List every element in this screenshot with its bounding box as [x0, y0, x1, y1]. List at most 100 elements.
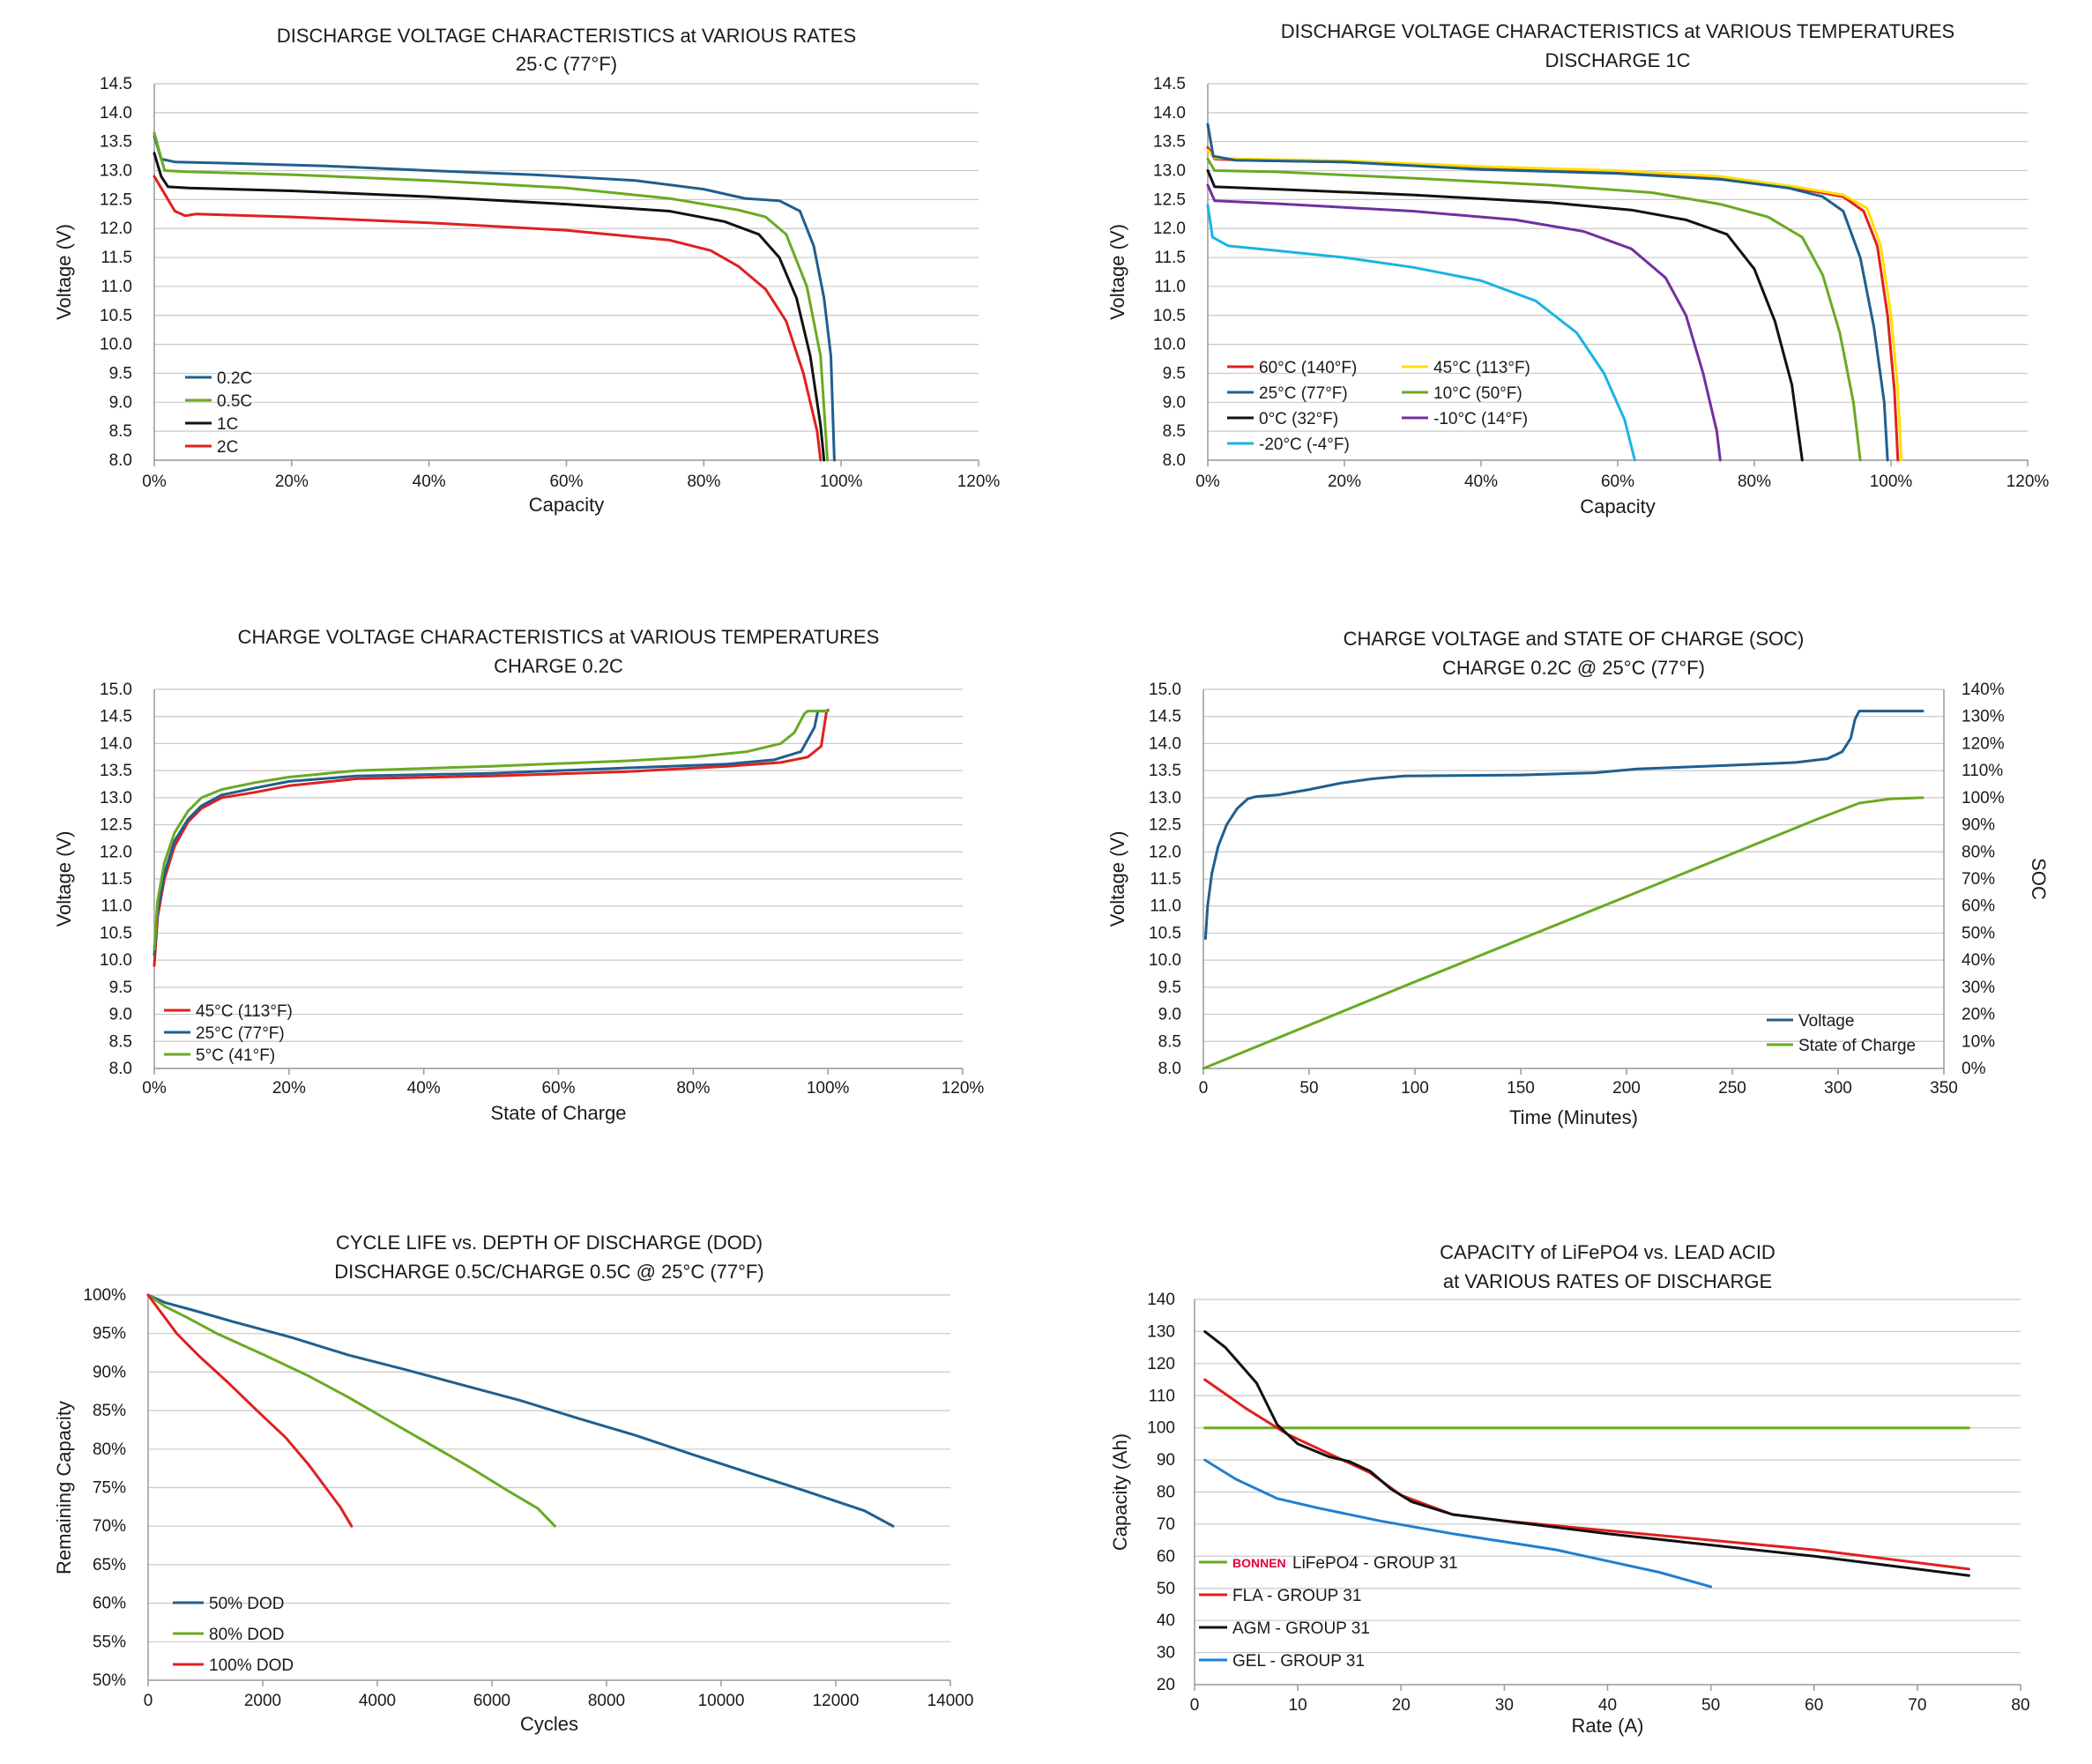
chart-charge-temperatures: CHARGE VOLTAGE CHARACTERISTICS at VARIOU… [53, 626, 984, 1124]
chart-title-line-1: CHARGE VOLTAGE CHARACTERISTICS at VARIOU… [238, 626, 880, 648]
y-tick-label: 13.5 [1149, 762, 1181, 780]
legend-label-50-dod: 50% DOD [209, 1595, 285, 1613]
y-tick-label: 8.0 [109, 451, 132, 470]
y-tick-label: 8.5 [109, 1032, 132, 1051]
y-axis-label: Voltage (V) [1106, 831, 1128, 927]
series-line-gel-group-31 [1203, 1458, 1713, 1589]
y-tick-label: 11.0 [1150, 897, 1181, 916]
y-tick-label: 14.0 [1153, 104, 1186, 123]
x-tick-label: 80 [2011, 1696, 2029, 1715]
y-tick-label: 8.5 [1163, 422, 1186, 441]
x-tick-label: 100% [820, 473, 863, 491]
chart-title-line-1: CAPACITY of LiFePO4 vs. LEAD ACID [1440, 1241, 1776, 1263]
y2-tick-label: 60% [1962, 897, 1995, 916]
legend-label-gel-group-31: GEL - GROUP 31 [1232, 1652, 1365, 1671]
x-tick-label: 60% [541, 1079, 575, 1098]
series-line-0-5c [153, 131, 830, 462]
y2-tick-label: 80% [1962, 843, 1995, 861]
y2-tick-label: 10% [1962, 1032, 1995, 1051]
chart-title-line-2: at VARIOUS RATES OF DISCHARGE [1443, 1270, 1772, 1292]
series-line-voltage [1203, 710, 1924, 941]
x-tick-label: 40% [1464, 473, 1498, 491]
legend-label-0-2c: 0.2C [217, 369, 252, 388]
legend-label-45-c-113-f: 45°C (113°F) [196, 1002, 293, 1021]
y-tick-label: 14.5 [1149, 708, 1181, 726]
y-axis-label: Capacity (Ah) [1109, 1433, 1131, 1551]
x-tick-label: 10 [1289, 1696, 1307, 1715]
y-tick-label: 10.5 [1149, 924, 1181, 942]
y-tick-label: 55% [93, 1633, 126, 1651]
series-line-fla-group-31 [1203, 1378, 1970, 1571]
y-tick-label: 8.0 [1158, 1060, 1181, 1078]
x-tick-label: 200 [1612, 1079, 1641, 1098]
legend-label-10-c-50-f: 10°C (50°F) [1433, 384, 1522, 403]
x-axis-label: State of Charge [490, 1102, 626, 1124]
series-line-45-c-113-f [153, 708, 830, 967]
x-tick-label: 6000 [473, 1692, 510, 1710]
legend-brand-logo: BONNEN [1232, 1556, 1286, 1570]
y2-tick-label: 30% [1962, 979, 1995, 997]
y-tick-label: 10.5 [100, 924, 132, 942]
x-tick-label: 0% [142, 473, 167, 491]
x-tick-label: 100% [807, 1079, 850, 1098]
x-tick-label: 120% [957, 473, 1001, 491]
y-tick-label: 9.5 [109, 979, 132, 997]
y2-tick-label: 40% [1962, 951, 1995, 970]
x-tick-label: 20 [1392, 1696, 1411, 1715]
y2-tick-label: 100% [1962, 789, 2005, 808]
y2-tick-label: 120% [1962, 734, 2005, 753]
y-tick-label: 100% [83, 1286, 126, 1305]
series-line-0-c-32-f [1206, 169, 1804, 462]
y2-tick-label: 90% [1962, 816, 1995, 835]
x-tick-label: 14000 [927, 1692, 974, 1710]
y-tick-label: 60% [93, 1595, 126, 1613]
legend-label-45-c-113-f: 45°C (113°F) [1433, 359, 1530, 377]
x-tick-label: 120% [2006, 473, 2050, 491]
y-tick-label: 11.5 [101, 870, 132, 889]
x-tick-label: 2000 [244, 1692, 281, 1710]
x-tick-label: 60% [1601, 473, 1634, 491]
x-tick-label: 20% [1328, 473, 1361, 491]
legend-label-10-c-14-f: -10°C (14°F) [1433, 410, 1528, 428]
y2-tick-label: 140% [1962, 681, 2005, 699]
y-tick-label: 100 [1147, 1419, 1175, 1438]
chart-capacity-vs-lead-acid: CAPACITY of LiFePO4 vs. LEAD ACID at VARI… [1109, 1241, 2030, 1737]
y-tick-label: 12.0 [100, 220, 132, 238]
y-tick-label: 130 [1147, 1322, 1175, 1341]
legend-label-100-dod: 100% DOD [209, 1656, 294, 1675]
y-tick-label: 10.0 [100, 951, 132, 970]
y-tick-label: 11.0 [101, 897, 132, 916]
series-line-20-c-4-f [1206, 204, 1636, 462]
y-tick-label: 13.5 [100, 762, 132, 780]
series-line-state-of-charge [1202, 796, 1924, 1070]
chart-title-line-2: DISCHARGE 1C [1545, 49, 1690, 71]
legend-label-80-dod: 80% DOD [209, 1626, 285, 1644]
y-tick-label: 12.5 [1149, 816, 1181, 835]
chart-discharge-temperatures: DISCHARGE VOLTAGE CHARACTERISTICS at VAR… [1106, 20, 2049, 517]
y-tick-label: 10.5 [1153, 307, 1186, 325]
chart-title-line-1: DISCHARGE VOLTAGE CHARACTERISTICS at VAR… [277, 25, 856, 47]
y-tick-label: 15.0 [1149, 681, 1181, 699]
x-tick-label: 30 [1495, 1696, 1514, 1715]
y2-tick-label: 50% [1962, 924, 1995, 942]
y-tick-label: 8.0 [1163, 451, 1186, 470]
x-tick-label: 8000 [588, 1692, 625, 1710]
y-tick-label: 90 [1157, 1451, 1175, 1470]
x-tick-label: 120% [942, 1079, 985, 1098]
y-tick-label: 10.0 [1149, 951, 1181, 970]
y-tick-label: 12.0 [1153, 220, 1186, 238]
y-tick-label: 9.5 [1158, 979, 1181, 997]
y2-axis-label: SOC [2028, 858, 2050, 900]
series-line-1c [153, 152, 826, 462]
y-axis-label: Voltage (V) [53, 831, 75, 927]
y-tick-label: 30 [1157, 1644, 1175, 1663]
x-tick-label: 0 [144, 1692, 153, 1710]
chart-title-line-2: CHARGE 0.2C [494, 655, 623, 677]
y-tick-label: 70 [1157, 1515, 1175, 1534]
legend-label-agm-group-31: AGM - GROUP 31 [1232, 1619, 1370, 1638]
x-tick-label: 10000 [698, 1692, 745, 1710]
x-tick-label: 50 [1299, 1079, 1318, 1098]
x-tick-label: 80% [1738, 473, 1771, 491]
y-tick-label: 9.5 [1163, 364, 1186, 383]
x-tick-label: 50 [1701, 1696, 1720, 1715]
